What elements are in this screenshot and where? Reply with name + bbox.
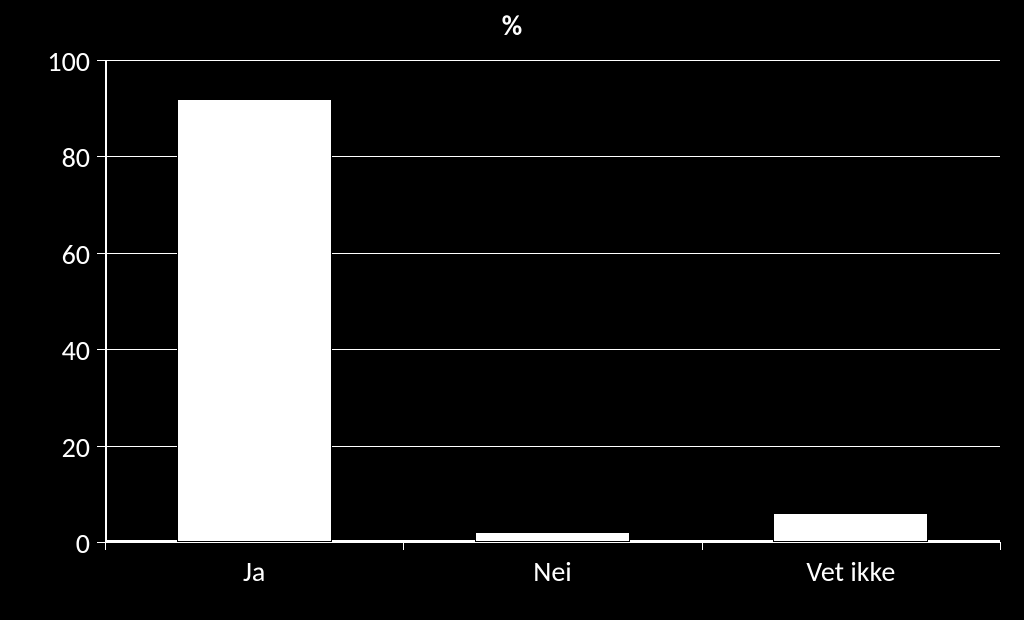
bar (773, 513, 928, 542)
bar (177, 99, 332, 542)
x-tick-mark (105, 542, 106, 550)
y-tick-label: 40 (10, 333, 90, 368)
bar (475, 532, 630, 542)
x-category-label: Nei (403, 554, 701, 589)
chart-title: % (0, 8, 1024, 43)
gridline (105, 60, 1000, 61)
x-tick-mark (1000, 542, 1001, 550)
y-tick-mark (97, 253, 105, 254)
x-tick-mark (403, 542, 404, 550)
y-tick-mark (97, 542, 105, 543)
y-tick-label: 20 (10, 430, 90, 465)
y-tick-mark (97, 60, 105, 61)
y-tick-label: 0 (10, 526, 90, 561)
plot-area: 020406080100JaNeiVet ikke (105, 60, 1000, 542)
x-tick-mark (702, 542, 703, 550)
x-category-label: Vet ikke (702, 554, 1000, 589)
y-tick-label: 100 (10, 44, 90, 79)
x-category-label: Ja (105, 554, 403, 589)
y-tick-mark (97, 156, 105, 157)
y-tick-label: 60 (10, 237, 90, 272)
y-axis (105, 60, 107, 542)
gridline (105, 542, 1000, 543)
chart-container: % 020406080100JaNeiVet ikke (0, 0, 1024, 620)
y-tick-label: 80 (10, 140, 90, 175)
y-tick-mark (97, 349, 105, 350)
y-tick-mark (97, 446, 105, 447)
